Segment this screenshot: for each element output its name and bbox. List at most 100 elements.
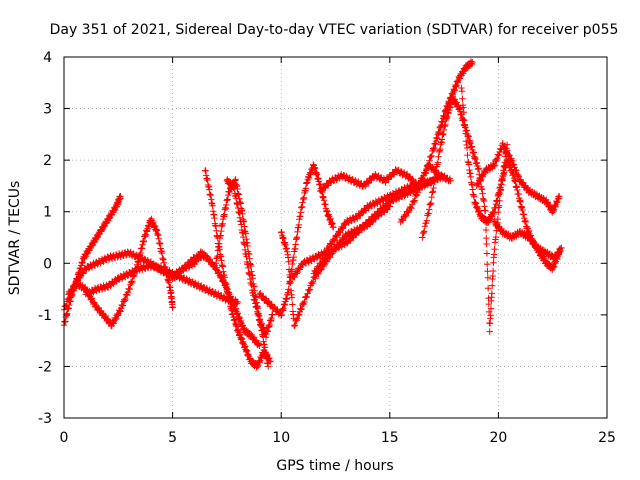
data-point [293,270,300,277]
data-point [423,217,430,224]
data-point [169,303,176,311]
x-axis-title: GPS time / hours [276,458,393,474]
data-point [483,250,491,257]
data-point [295,311,302,318]
y-tick-label: 2 [43,153,52,169]
series-track-p [458,84,563,274]
data-point [422,170,429,177]
data-point [308,279,315,286]
data-point [298,305,305,313]
data-points [60,58,565,371]
data-point [265,298,272,305]
data-point [435,148,443,156]
data-point [211,214,218,222]
data-point [129,277,136,285]
data-point [295,264,303,272]
data-point [431,175,438,182]
data-point [491,162,498,169]
data-point [264,363,272,370]
data-point [487,312,494,319]
data-point [410,198,418,206]
data-point [306,286,314,293]
data-point [249,275,257,282]
data-point [329,236,337,243]
data-point [510,161,518,168]
data-point [124,292,131,299]
data-point [464,151,471,159]
data-point [493,155,501,162]
series-track-q [473,140,563,216]
data-point [330,237,338,245]
data-point [291,322,298,330]
data-point [291,273,298,281]
data-point [419,178,426,185]
y-tick-label: -2 [38,359,52,375]
data-point [234,298,241,306]
data-point [490,162,498,170]
data-point [425,210,432,217]
data-point [336,228,343,236]
data-point [461,124,469,131]
data-point [88,295,95,303]
data-point [413,192,421,199]
data-point [409,198,417,205]
data-point [426,157,433,164]
data-point [495,151,502,158]
data-point [475,181,482,188]
data-point [513,167,520,174]
data-point [289,301,296,308]
data-point [475,165,483,172]
data-point [488,290,496,297]
series-track-r [490,217,565,263]
data-point [558,244,565,252]
data-point [421,223,429,230]
data-point [470,193,478,200]
data-point [458,88,466,95]
x-tick-label: 5 [168,430,177,446]
data-point [119,302,127,309]
series-track-m [317,161,454,195]
data-point [469,58,476,66]
data-point [507,157,515,164]
data-point [435,153,442,161]
data-point [427,200,434,208]
data-point [330,223,337,231]
data-point [432,174,439,181]
data-point [399,217,407,224]
series-track-h [223,176,276,341]
data-point [244,242,251,250]
data-point [295,311,303,319]
data-point [506,152,513,159]
data-point [419,234,426,241]
data-point [487,305,495,312]
data-point [428,152,435,160]
data-point [76,273,83,280]
data-point [419,176,427,184]
data-point [302,293,310,300]
data-point [492,233,500,241]
data-point [80,270,87,277]
grid-lines [64,57,607,418]
data-point [485,294,492,302]
data-point [484,267,491,275]
data-point [311,273,318,281]
data-point [414,189,421,196]
data-point [117,308,124,315]
data-point [367,218,374,225]
data-point [447,177,454,184]
x-tick-label: 0 [60,430,69,446]
data-point [489,267,497,275]
data-point [209,202,216,209]
data-point [294,315,301,322]
data-point [429,188,437,195]
data-point [408,205,415,212]
data-point [463,144,471,152]
y-axis-title: SDTVAR / TECUs [7,181,23,296]
data-point [110,320,117,327]
data-point [402,213,409,220]
data-point [292,316,300,323]
data-point [425,161,432,169]
data-point [500,144,508,152]
data-point [217,272,225,280]
data-point [285,258,292,265]
